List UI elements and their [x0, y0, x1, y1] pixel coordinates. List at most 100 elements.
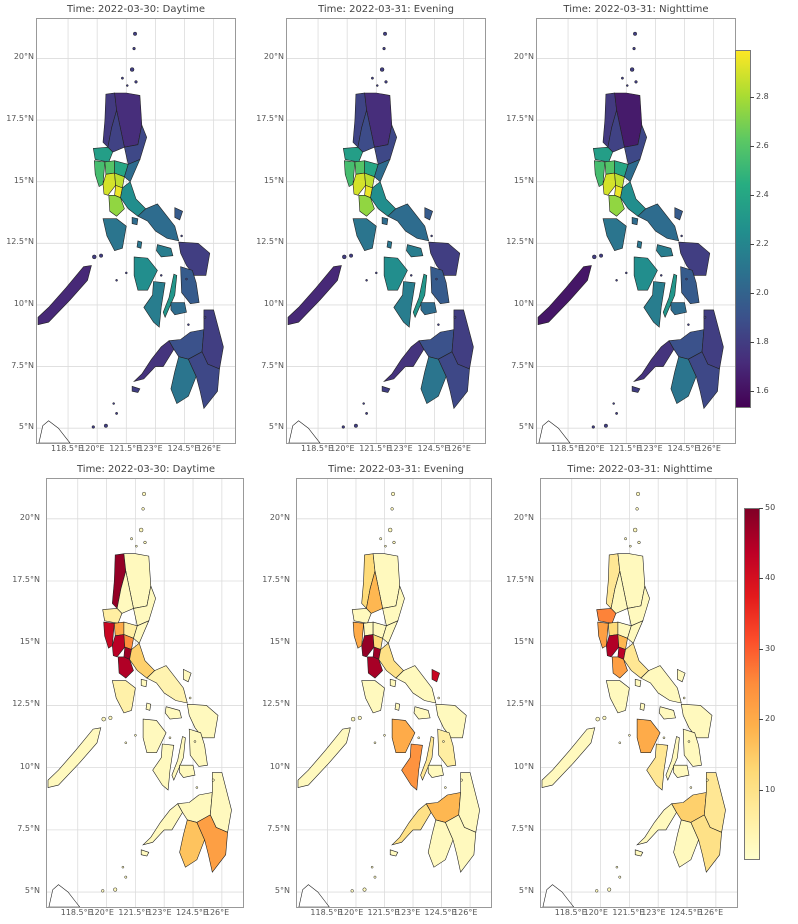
region-masbate: [656, 244, 674, 258]
region-masbate: [156, 244, 174, 258]
colorbar-row2: 10 20 30 40 50: [744, 503, 798, 864]
region-leyte: [188, 728, 208, 767]
small-island: [615, 279, 618, 282]
lat-tick-label: 15°N: [513, 175, 534, 185]
region-samar: [680, 703, 713, 739]
lon-tick-label: 121.5°E: [367, 908, 400, 917]
region-tarlac: [113, 621, 125, 637]
small-island: [390, 507, 394, 511]
region-cebu: [162, 273, 178, 319]
lon-tick-label: 118.5°E: [551, 444, 584, 453]
region-bohol: [170, 302, 187, 316]
region-marinduque: [140, 678, 148, 688]
small-island: [188, 696, 192, 700]
region-negros: [393, 281, 416, 328]
colorbar-tick-mark: [759, 508, 763, 509]
region-bicol: [395, 665, 437, 704]
region-bicol: [640, 665, 682, 704]
colorbar-gradient: [735, 50, 751, 408]
small-island: [203, 315, 207, 319]
colorbar-tick-label: 10: [765, 784, 776, 794]
colorbar-row1: 1.6 1.8 2.0 2.2 2.4 2.6 2.8: [735, 50, 795, 410]
small-island: [662, 736, 666, 740]
small-island: [129, 67, 135, 72]
small-island: [626, 84, 629, 87]
small-island: [682, 696, 686, 700]
region-aurora: [624, 158, 641, 183]
region-masbate: [658, 706, 676, 720]
lon-tick-label: 124.5°E: [424, 908, 457, 917]
region-leyte: [180, 266, 200, 305]
lon-tick-label: 120°E: [583, 908, 608, 917]
small-island: [435, 277, 438, 281]
region-marinduque: [131, 217, 139, 226]
region-samar: [186, 703, 219, 739]
map-title: Time: 2022-03-30: Daytime: [76, 464, 216, 475]
colorbar-tick-mark: [750, 390, 754, 392]
region-catanduanes: [424, 207, 433, 221]
small-island: [460, 778, 463, 782]
region-tarlac: [104, 160, 115, 175]
region-mindoro: [102, 218, 127, 252]
region-rizal-laguna-quezon: [620, 181, 647, 217]
region-masbate: [406, 244, 424, 258]
lat-tick-label: 5°N: [518, 886, 534, 896]
region-cebu: [420, 736, 435, 781]
lat-tick-label: 10°N: [13, 298, 34, 308]
small-island: [350, 716, 356, 722]
region-catanduanes: [674, 207, 683, 221]
region-tarlac: [607, 621, 619, 637]
region-basilan-sulu: [131, 385, 141, 393]
map-title: Time: 2022-03-31: Nighttime: [567, 464, 713, 475]
region-borneo-tip: [538, 420, 571, 443]
region-davao: [690, 814, 722, 873]
region-bicol: [137, 203, 180, 242]
colorbar-tick-label: 1.8: [756, 336, 769, 346]
colorbar-tick-mark: [750, 292, 754, 294]
region-catanduanes: [174, 207, 183, 221]
lon-tick-label: 124.5°E: [167, 444, 200, 453]
lat-tick-label: 10°N: [19, 761, 40, 771]
lon-tick-label: 120°E: [80, 444, 105, 453]
region-davao: [188, 351, 220, 410]
region-panay: [633, 256, 658, 291]
lat-tick-label: 12.5°N: [506, 237, 534, 247]
region-rizal-laguna-quezon: [129, 642, 156, 679]
lon-tick-label: 124.5°E: [667, 444, 700, 453]
region-negros: [143, 281, 166, 328]
small-island: [113, 887, 118, 892]
small-island: [384, 80, 388, 84]
lon-tick-label: 126°E: [204, 908, 230, 917]
lat-tick-label: 17.5°N: [506, 575, 534, 585]
region-aurora: [627, 620, 644, 644]
region-panay: [383, 256, 408, 291]
small-island: [392, 540, 396, 545]
region-panay: [142, 718, 167, 754]
region-basilan-sulu: [631, 385, 641, 393]
lat-tick-label: 15°N: [269, 637, 290, 647]
region-cavite-batangas: [358, 195, 375, 217]
lon-tick-label: 120°E: [89, 908, 114, 917]
small-island: [365, 279, 368, 282]
small-island: [624, 537, 627, 541]
lat-tick-label: 12.5°N: [12, 699, 40, 709]
region-basilan-sulu: [634, 849, 644, 857]
region-palawan: [47, 727, 102, 788]
small-island: [130, 537, 133, 541]
region-palawan: [541, 727, 596, 788]
lat-tick-label: 12.5°N: [262, 699, 290, 709]
region-pangasinan: [102, 608, 123, 624]
region-romblon: [145, 702, 152, 711]
region-cebu: [662, 273, 678, 319]
lat-tick-label: 17.5°N: [6, 114, 34, 124]
region-pangasinan: [596, 608, 617, 624]
region-rizal-laguna-quezon: [370, 181, 397, 217]
lon-tick-label: 118.5°E: [51, 444, 84, 453]
colorbar-tick-label: 20: [765, 714, 776, 724]
lat-tick-label: 5°N: [518, 422, 534, 432]
lon-tick-label: 118.5°E: [60, 908, 93, 917]
small-island: [159, 274, 163, 277]
region-cavite-batangas: [608, 195, 625, 217]
small-island: [124, 741, 128, 745]
region-basilan-sulu: [389, 849, 399, 857]
